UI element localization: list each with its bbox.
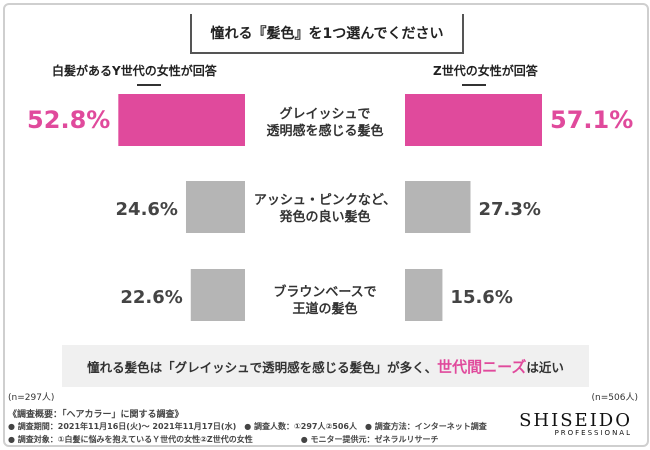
group-label-left: 白髪があるY世代の女性が回答 — [52, 64, 217, 78]
bar-y-gen-1 — [118, 94, 245, 146]
category-label-2-line2: 発色の良い髪色 — [279, 210, 371, 225]
bar-z-gen-3 — [405, 269, 443, 321]
group-label-left-underline — [137, 84, 161, 86]
footer-title: 《調査概要：「ヘアカラー」に関する調査》 — [8, 410, 184, 420]
brand-sub: PROFESSIONAL — [554, 429, 632, 437]
category-label-3: ブラウンベースで 王道の髪色 — [245, 284, 405, 318]
category-label-2: アッシュ・ピンクなど、 発色の良い髪色 — [245, 192, 405, 226]
bar-z-gen-2 — [405, 181, 471, 233]
sample-size-right: (n=506人) — [591, 393, 638, 403]
summary-suffix: は近い — [526, 359, 564, 375]
bar-y-gen-3 — [190, 269, 245, 321]
summary-highlight: 世代間ニーズ — [437, 357, 527, 376]
value-label-z-gen-1: 57.1% — [550, 106, 633, 134]
value-label-z-gen-2: 27.3% — [479, 199, 541, 220]
value-label-y-gen-1: 52.8% — [27, 106, 110, 134]
category-label-1-line1: グレイッシュで — [279, 107, 371, 122]
footer-period: ● 調査期間：2021年11月16日(火)〜 2021年11月17日(水) ● … — [8, 422, 487, 431]
group-label-right-underline — [462, 84, 486, 86]
bar-y-gen-2 — [185, 181, 245, 233]
category-label-1: グレイッシュで 透明感を感じる髪色 — [245, 106, 405, 140]
bar-z-gen-1 — [405, 94, 542, 146]
summary-prefix: 憧れる髪色は「グレイッシュで透明感を感じる髪色」が多く、 — [87, 359, 438, 375]
category-label-1-line2: 透明感を感じる髪色 — [266, 124, 384, 139]
question-title: 憧れる『髪色』を1つ選んでください — [190, 14, 464, 54]
value-label-y-gen-3: 22.6% — [120, 287, 182, 308]
category-label-3-line2: 王道の髪色 — [292, 302, 358, 317]
category-label-2-line1: アッシュ・ピンクなど、 — [253, 193, 397, 208]
footer-target: ● 調査対象：①白髪に悩みを抱えているＹ世代の女性②Z世代の女性 ● モニター提… — [8, 435, 439, 444]
brand-logo: SHISEIDO PROFESSIONAL — [519, 410, 632, 437]
summary-banner: 憧れる髪色は「グレイッシュで透明感を感じる髪色」が多く、 世代間ニーズ は近い — [62, 345, 589, 387]
group-label-right: Z世代の女性が回答 — [433, 64, 538, 78]
value-label-y-gen-2: 24.6% — [116, 199, 178, 220]
category-label-3-line1: ブラウンベースで — [273, 285, 377, 300]
brand-name: SHISEIDO — [519, 410, 632, 431]
value-label-z-gen-3: 15.6% — [450, 287, 512, 308]
sample-size-left: (n=297人) — [8, 393, 55, 403]
